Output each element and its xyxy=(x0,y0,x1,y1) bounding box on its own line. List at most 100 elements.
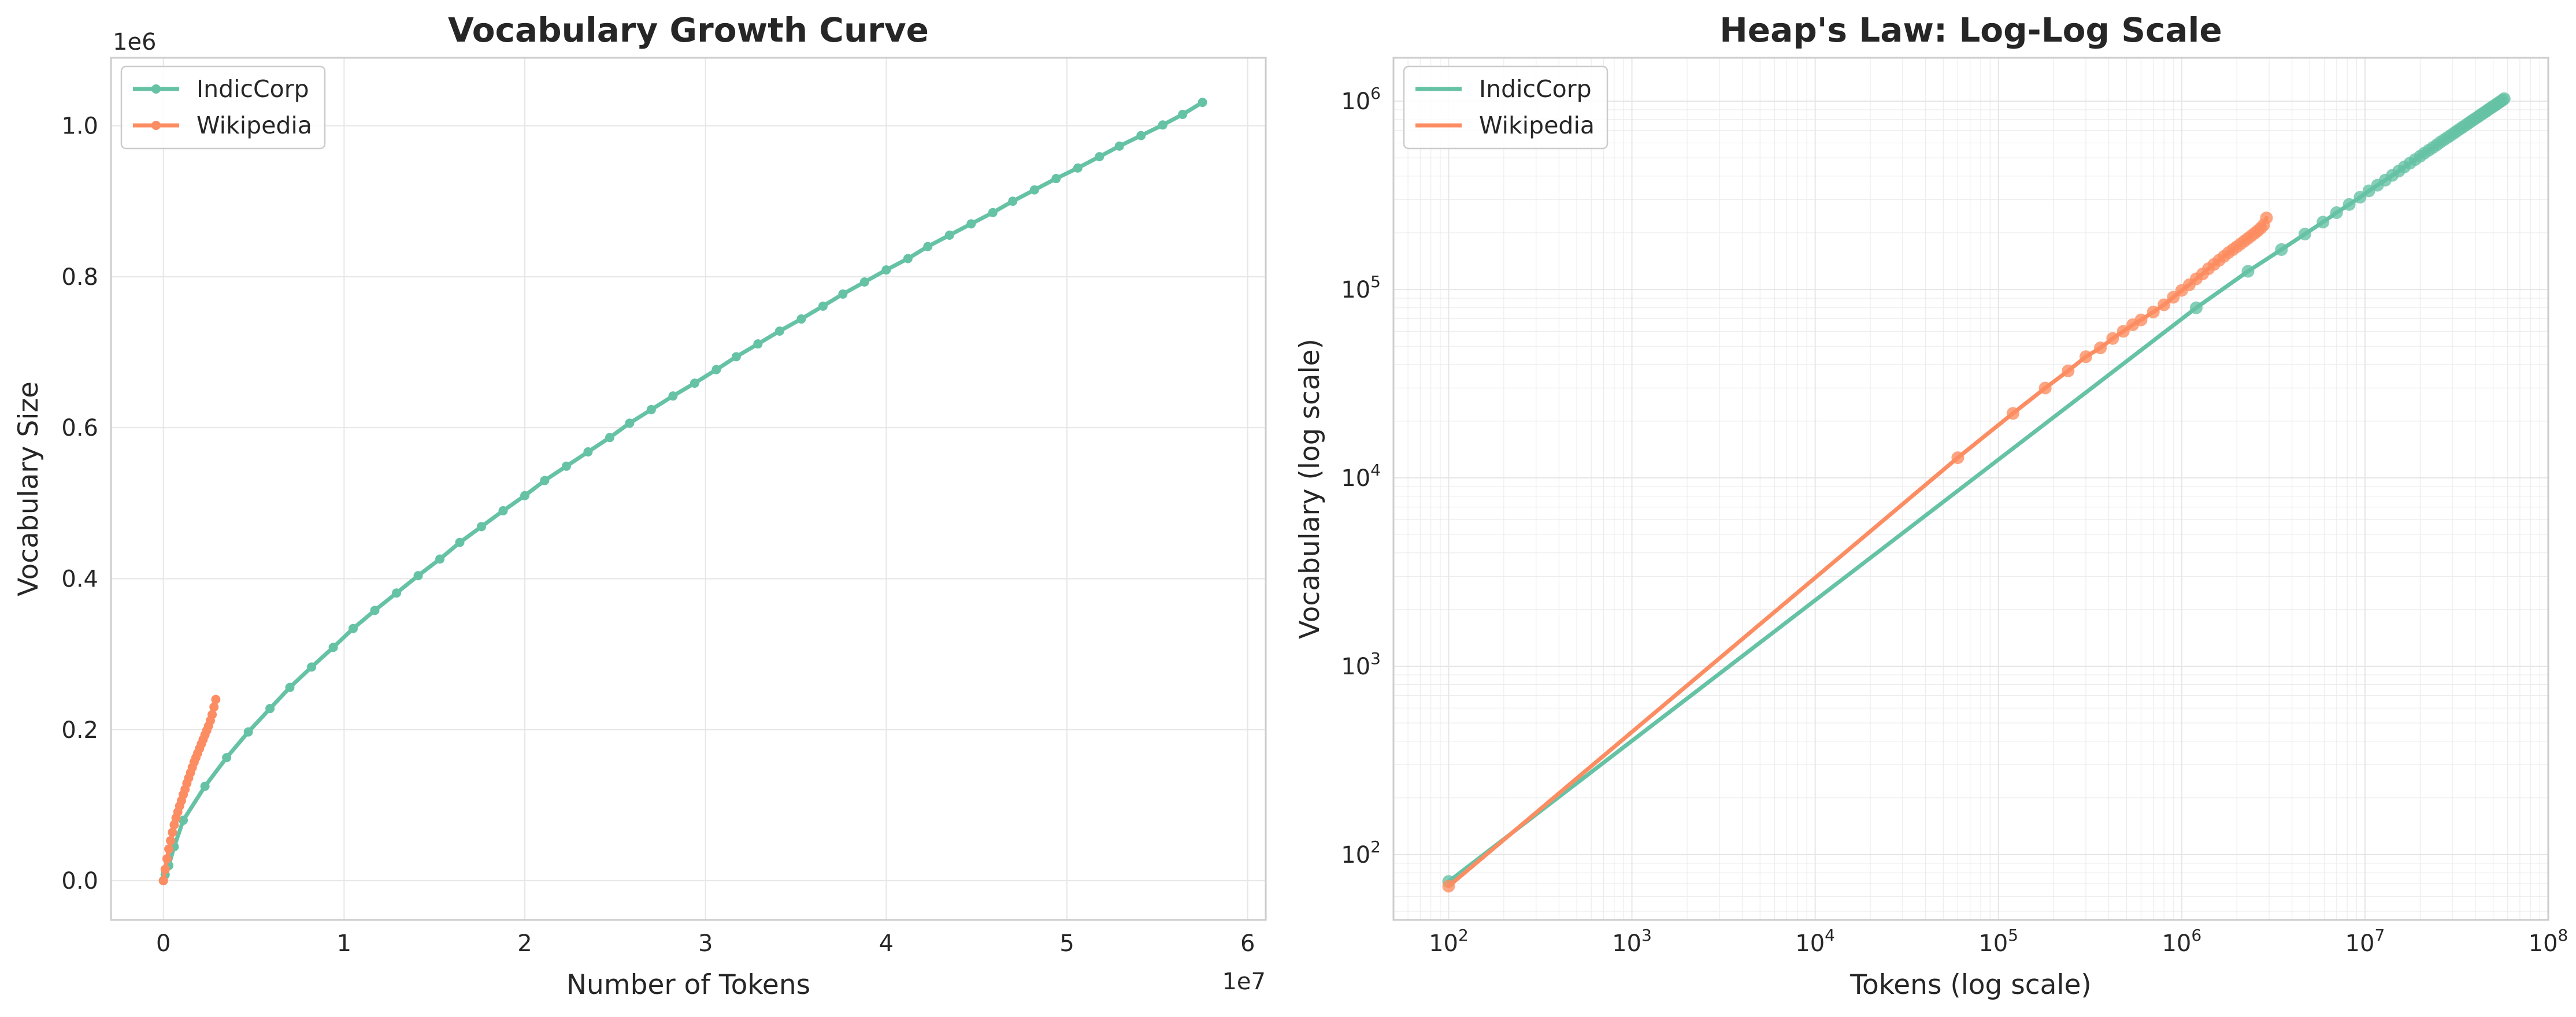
y-tick-label: 0.6 xyxy=(61,415,98,441)
data-point-indiccorp xyxy=(520,491,530,500)
data-point-indiccorp xyxy=(307,662,317,672)
data-point-indiccorp xyxy=(1178,109,1188,119)
data-point-indiccorp xyxy=(1136,131,1146,140)
legend-label-indiccorp: IndicCorp xyxy=(197,75,309,103)
data-series xyxy=(158,98,1207,886)
data-point-indiccorp xyxy=(200,781,210,791)
data-point-indiccorp xyxy=(392,588,402,598)
data-point-indiccorp xyxy=(2330,206,2343,220)
data-point-indiccorp xyxy=(711,365,721,374)
data-point-indiccorp xyxy=(966,219,976,229)
data-point-wikipedia xyxy=(211,695,221,704)
data-point-indiccorp xyxy=(285,682,295,692)
data-point-indiccorp xyxy=(731,352,741,362)
y-tick-labels: 0.0 0.2 0.4 0.6 0.8 1.0 xyxy=(61,113,98,894)
x-tick-label: 103 xyxy=(1612,926,1652,957)
data-point-indiccorp xyxy=(988,207,998,217)
data-point-indiccorp xyxy=(646,404,656,414)
data-point-indiccorp xyxy=(583,447,593,456)
data-point-wikipedia xyxy=(209,702,219,712)
plot-frame xyxy=(110,57,1267,921)
data-point-wikipedia xyxy=(2080,350,2093,363)
data-point-indiccorp xyxy=(561,461,571,471)
legend-label-indiccorp: IndicCorp xyxy=(1479,75,1592,103)
legend-label-wikipedia: Wikipedia xyxy=(1479,112,1595,139)
data-point-indiccorp xyxy=(1158,120,1167,130)
data-point-indiccorp xyxy=(179,815,188,825)
grid xyxy=(111,58,1266,920)
series-line-indiccorp xyxy=(1447,96,2507,884)
data-point-wikipedia xyxy=(158,876,168,886)
x-axis-label: Tokens (log scale) xyxy=(1849,969,2092,1001)
y-tick-label: 103 xyxy=(1341,649,1381,680)
data-point-wikipedia xyxy=(160,864,170,874)
data-point-wikipedia xyxy=(1442,879,1455,893)
data-point-indiccorp xyxy=(1029,185,1039,195)
data-point-indiccorp xyxy=(625,418,635,428)
y-tick-label: 106 xyxy=(1341,84,1381,115)
x-tick-label: 102 xyxy=(1429,926,1469,957)
x-tick-label: 105 xyxy=(1978,926,2018,957)
data-point-wikipedia xyxy=(2062,364,2075,377)
data-point-wikipedia xyxy=(2117,325,2130,338)
data-point-indiccorp xyxy=(476,522,486,532)
series-line-indiccorp xyxy=(161,100,1205,883)
data-series xyxy=(1442,92,2511,893)
data-point-indiccorp xyxy=(668,391,678,401)
x-tick-label: 1 xyxy=(337,930,351,957)
data-point-wikipedia xyxy=(166,836,176,845)
data-point-indiccorp xyxy=(2343,198,2356,211)
data-point-indiccorp xyxy=(455,537,465,547)
vocabulary-growth-chart: 0 1 2 3 4 5 6 0.0 0.2 0.4 0.6 0.8 1.0 Vocabulary Gr… xyxy=(13,10,1267,1001)
data-point-indiccorp xyxy=(222,753,232,763)
data-point-wikipedia xyxy=(1951,451,1965,465)
y-tick-label: 0.8 xyxy=(61,264,98,291)
legend: IndicCorp Wikipedia xyxy=(120,65,326,150)
data-point-indiccorp xyxy=(944,231,954,240)
data-point-indiccorp xyxy=(859,277,869,287)
data-point-wikipedia xyxy=(164,844,174,854)
x-tick-label: 0 xyxy=(156,930,171,957)
data-point-wikipedia xyxy=(2106,332,2119,345)
x-tick-label: 3 xyxy=(698,930,713,957)
y-tick-label: 0.4 xyxy=(61,566,98,592)
legend-marker-wikipedia xyxy=(151,121,161,130)
data-point-indiccorp xyxy=(2241,265,2255,278)
data-point-indiccorp xyxy=(1095,152,1104,162)
x-tick-label: 106 xyxy=(2162,926,2201,957)
y-tick-label: 102 xyxy=(1341,837,1381,868)
x-tick-label: 107 xyxy=(2345,926,2385,957)
data-point-indiccorp xyxy=(348,623,358,633)
y-tick-label: 104 xyxy=(1341,461,1381,492)
grid xyxy=(1393,58,2549,920)
x-multiplier-label: 1e7 xyxy=(1222,968,1266,995)
data-point-wikipedia xyxy=(2147,305,2160,318)
data-point-indiccorp xyxy=(328,643,338,652)
data-point-indiccorp xyxy=(818,301,828,311)
data-point-indiccorp xyxy=(2497,92,2511,105)
legend-marker-indiccorp xyxy=(151,84,161,94)
data-point-wikipedia xyxy=(2158,298,2171,311)
data-point-indiccorp xyxy=(796,314,806,324)
heaps-law-loglog-chart: 102 103 104 105 106 107 108 102 103 104 105 106 He… xyxy=(1294,10,2568,1001)
data-point-wikipedia xyxy=(207,710,217,719)
x-tick-label: 5 xyxy=(1059,930,1074,957)
data-point-indiccorp xyxy=(1114,141,1124,151)
data-point-wikipedia xyxy=(2260,211,2273,225)
data-point-indiccorp xyxy=(1008,196,1018,206)
y-axis-label: Vocabulary Size xyxy=(13,381,45,596)
data-point-indiccorp xyxy=(2275,243,2288,256)
y-tick-label: 1.0 xyxy=(61,113,98,140)
y-tick-label: 0.0 xyxy=(61,868,98,894)
x-tick-label: 104 xyxy=(1795,926,1835,957)
data-point-wikipedia xyxy=(2006,407,2019,420)
data-point-indiccorp xyxy=(753,339,763,349)
series-indiccorp xyxy=(1442,92,2511,888)
data-point-wikipedia xyxy=(168,827,177,837)
chart-title: Vocabulary Growth Curve xyxy=(448,10,929,50)
data-point-indiccorp xyxy=(435,554,445,564)
data-point-indiccorp xyxy=(2353,191,2367,204)
data-point-indiccorp xyxy=(413,571,423,581)
legend-label-wikipedia: Wikipedia xyxy=(197,112,312,139)
data-point-indiccorp xyxy=(838,289,848,299)
